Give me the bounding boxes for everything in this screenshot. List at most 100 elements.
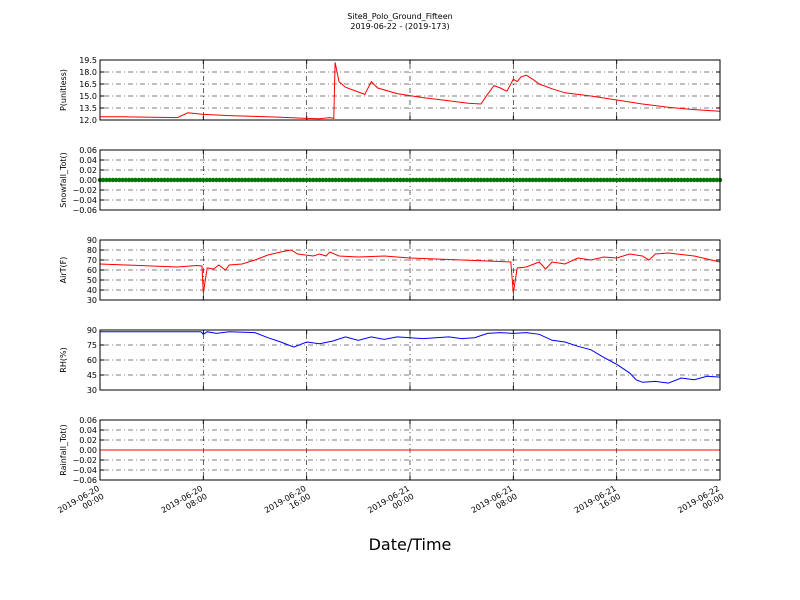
series-marker xyxy=(101,177,106,183)
series-marker xyxy=(449,177,455,183)
x-tick-label: 2019-06-2016:00 xyxy=(263,484,312,523)
series-marker xyxy=(646,177,652,183)
series-marker xyxy=(711,177,716,183)
y-tick-label: 12.0 xyxy=(79,116,97,125)
series-marker xyxy=(436,177,442,183)
y-tick-label: 60 xyxy=(87,356,97,365)
series-marker xyxy=(566,177,571,183)
series-marker xyxy=(553,177,558,183)
series-marker xyxy=(126,177,132,183)
y-tick-label: 15.0 xyxy=(79,92,97,101)
panel-frame xyxy=(99,59,721,121)
series-marker xyxy=(614,177,619,183)
series-marker xyxy=(650,177,655,183)
series-marker xyxy=(675,177,681,183)
y-tick-label: −0.02 xyxy=(72,186,97,195)
series-line-2-0 xyxy=(99,249,721,294)
series-marker xyxy=(185,177,190,183)
series-marker xyxy=(333,177,338,183)
series-marker xyxy=(327,177,332,183)
y-tick-label: 16.5 xyxy=(79,80,97,89)
series-marker xyxy=(249,177,254,183)
series-marker xyxy=(488,177,493,183)
series-marker xyxy=(637,177,642,183)
series-marker xyxy=(391,177,397,183)
series-marker xyxy=(356,177,361,183)
series-marker xyxy=(588,177,593,183)
series-marker xyxy=(378,177,384,183)
x-tick-label: 2019-06-2116:00 xyxy=(573,484,622,523)
series-marker xyxy=(504,177,510,183)
x-tick-label: 2019-06-2008:00 xyxy=(160,484,209,523)
series-marker xyxy=(630,177,635,183)
series-marker xyxy=(549,177,555,183)
series-marker xyxy=(191,177,196,183)
series-marker xyxy=(285,177,290,183)
series-marker xyxy=(498,177,503,183)
series-marker xyxy=(201,177,206,183)
series-marker xyxy=(546,177,552,183)
series-marker xyxy=(323,177,329,183)
series-marker xyxy=(433,177,438,183)
y-tick-label: −0.04 xyxy=(72,466,97,475)
series-marker xyxy=(233,177,238,183)
chart-title: Site8_Polo_Ground_Fifteen xyxy=(347,12,452,21)
series-marker xyxy=(685,177,690,183)
y-tick-label: 70 xyxy=(87,256,97,265)
series-marker xyxy=(113,177,119,183)
series-marker xyxy=(569,177,574,183)
y-tick-label: 18.0 xyxy=(79,68,97,77)
series-marker xyxy=(288,177,293,183)
series-marker xyxy=(336,177,342,183)
y-tick-label: −0.06 xyxy=(72,206,97,215)
series-marker xyxy=(456,177,461,183)
series-marker xyxy=(559,177,564,183)
series-marker xyxy=(465,177,471,183)
series-marker xyxy=(159,177,164,183)
series-marker xyxy=(372,177,377,183)
series-marker xyxy=(608,177,613,183)
series-marker xyxy=(375,177,380,183)
x-tick-label: 2019-06-2000:00 xyxy=(56,484,105,523)
series-marker xyxy=(214,177,219,183)
y-tick-label: 30 xyxy=(87,296,97,305)
series-marker xyxy=(220,177,225,183)
panels-group: 12.0 13.5 15.0 16.5 18.0 19.5 P(unitless) −0.06… xyxy=(59,56,723,485)
series-marker xyxy=(627,177,632,183)
series-marker xyxy=(514,177,519,183)
x-tick-labels: 2019-06-2000:00 2019-06-2008:00 2019-06-20… xyxy=(56,484,725,523)
series-marker xyxy=(330,177,335,183)
series-marker xyxy=(572,177,577,183)
series-marker xyxy=(540,177,545,183)
series-marker xyxy=(259,177,264,183)
series-marker xyxy=(382,177,387,183)
series-marker xyxy=(155,177,161,183)
x-axis-label: Date/Time xyxy=(369,535,452,554)
series-marker xyxy=(230,177,235,183)
y-tick-label: 0.00 xyxy=(79,176,97,185)
y-axis-label: Snowfall_Tot() xyxy=(59,152,68,208)
y-tick-label: 75 xyxy=(87,341,97,350)
series-marker xyxy=(533,177,539,183)
series-marker xyxy=(640,177,645,183)
series-marker xyxy=(320,177,325,183)
series-marker xyxy=(204,177,209,183)
series-marker xyxy=(423,177,429,183)
series-marker xyxy=(146,177,151,183)
series-marker xyxy=(136,177,141,183)
series-marker xyxy=(394,177,400,183)
series-marker xyxy=(440,177,445,183)
series-marker xyxy=(243,177,248,183)
series-marker xyxy=(168,177,174,183)
series-marker xyxy=(653,177,658,183)
series-marker xyxy=(149,177,154,183)
series-marker xyxy=(472,177,477,183)
series-marker xyxy=(427,177,432,183)
series-marker xyxy=(188,177,193,183)
series-marker xyxy=(239,177,245,183)
series-marker xyxy=(123,177,128,183)
x-tick-label: 2019-06-2108:00 xyxy=(470,484,519,523)
series-marker xyxy=(143,177,148,183)
